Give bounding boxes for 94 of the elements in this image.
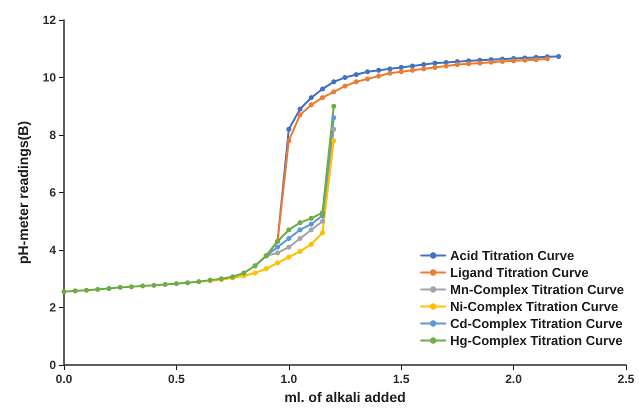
point	[410, 68, 415, 73]
point	[264, 266, 269, 272]
point	[444, 64, 449, 68]
point	[556, 54, 562, 60]
x-tick-label: 1.5	[392, 372, 410, 386]
point	[364, 69, 370, 74]
point	[320, 86, 326, 92]
point	[331, 79, 336, 84]
point	[298, 248, 303, 254]
legend-label: Mn-Complex Titration Curve	[450, 282, 624, 297]
point	[140, 283, 146, 288]
legend-label: Hg-Complex Titration Curve	[450, 333, 623, 348]
x-axis-title: ml. of alkali added	[284, 388, 406, 405]
point	[72, 288, 78, 294]
point	[410, 64, 415, 68]
point	[477, 60, 482, 66]
point	[534, 57, 539, 62]
point	[298, 106, 303, 112]
point	[398, 69, 404, 74]
x-tick-label: 2.5	[618, 372, 635, 386]
point	[298, 220, 303, 226]
point	[488, 60, 494, 65]
y-tick-label: 0	[49, 358, 56, 372]
point	[128, 284, 134, 290]
point	[331, 104, 336, 109]
point	[364, 76, 370, 82]
point	[106, 286, 112, 292]
point	[331, 115, 336, 120]
point	[320, 210, 326, 216]
point	[275, 244, 280, 250]
point	[331, 126, 336, 132]
point	[185, 280, 190, 286]
point	[522, 58, 528, 63]
y-tick-label: 8	[49, 128, 56, 142]
point	[331, 138, 336, 144]
point	[308, 242, 314, 247]
point	[286, 138, 292, 144]
point	[286, 254, 292, 260]
point	[376, 74, 382, 79]
x-tick-label: 2.0	[505, 372, 522, 386]
point	[320, 218, 326, 224]
point	[151, 282, 156, 288]
point	[331, 89, 336, 94]
point	[308, 222, 314, 227]
point	[308, 227, 314, 232]
legend-label: Acid Titration Curve	[450, 248, 574, 263]
point	[286, 227, 292, 232]
legend-label: Ni-Complex Titration Curve	[450, 299, 618, 314]
point	[454, 62, 460, 68]
point	[432, 60, 438, 66]
point	[162, 282, 168, 287]
y-tick-label: 10	[42, 70, 56, 84]
point	[342, 75, 348, 80]
point	[252, 270, 258, 276]
point	[354, 72, 359, 78]
point	[62, 289, 66, 294]
point	[308, 216, 314, 221]
point	[421, 62, 426, 68]
point	[275, 250, 280, 256]
point	[320, 230, 326, 236]
point	[308, 102, 314, 108]
x-tick-label: 0.0	[56, 372, 73, 386]
point	[376, 68, 382, 73]
point	[298, 227, 303, 232]
point	[298, 112, 303, 118]
point	[84, 288, 89, 293]
point	[308, 95, 314, 100]
legend-label: Cd-Complex Titration Curve	[450, 316, 623, 331]
point	[421, 66, 426, 72]
point	[398, 64, 404, 70]
y-axis-title: pH-meter readings(B)	[15, 120, 31, 264]
point	[241, 270, 246, 276]
point	[286, 244, 292, 250]
point	[174, 281, 179, 286]
point	[342, 84, 348, 89]
point	[387, 70, 392, 76]
x-tick-label: 1.0	[280, 372, 298, 386]
point	[432, 64, 438, 70]
point	[298, 236, 303, 241]
y-tick-label: 12	[42, 13, 56, 27]
point	[95, 286, 100, 292]
legend-label: Ligand Titration Curve	[450, 265, 589, 280]
point	[387, 66, 392, 72]
y-tick-label: 6	[49, 186, 56, 200]
point	[354, 79, 359, 84]
point	[118, 284, 123, 290]
x-tick-label: 0.5	[168, 372, 186, 386]
point	[320, 95, 326, 100]
point	[286, 126, 292, 132]
y-tick-label: 4	[49, 243, 56, 257]
point	[286, 236, 292, 241]
point	[466, 61, 472, 66]
y-tick-label: 2	[49, 300, 56, 314]
point	[275, 260, 280, 266]
